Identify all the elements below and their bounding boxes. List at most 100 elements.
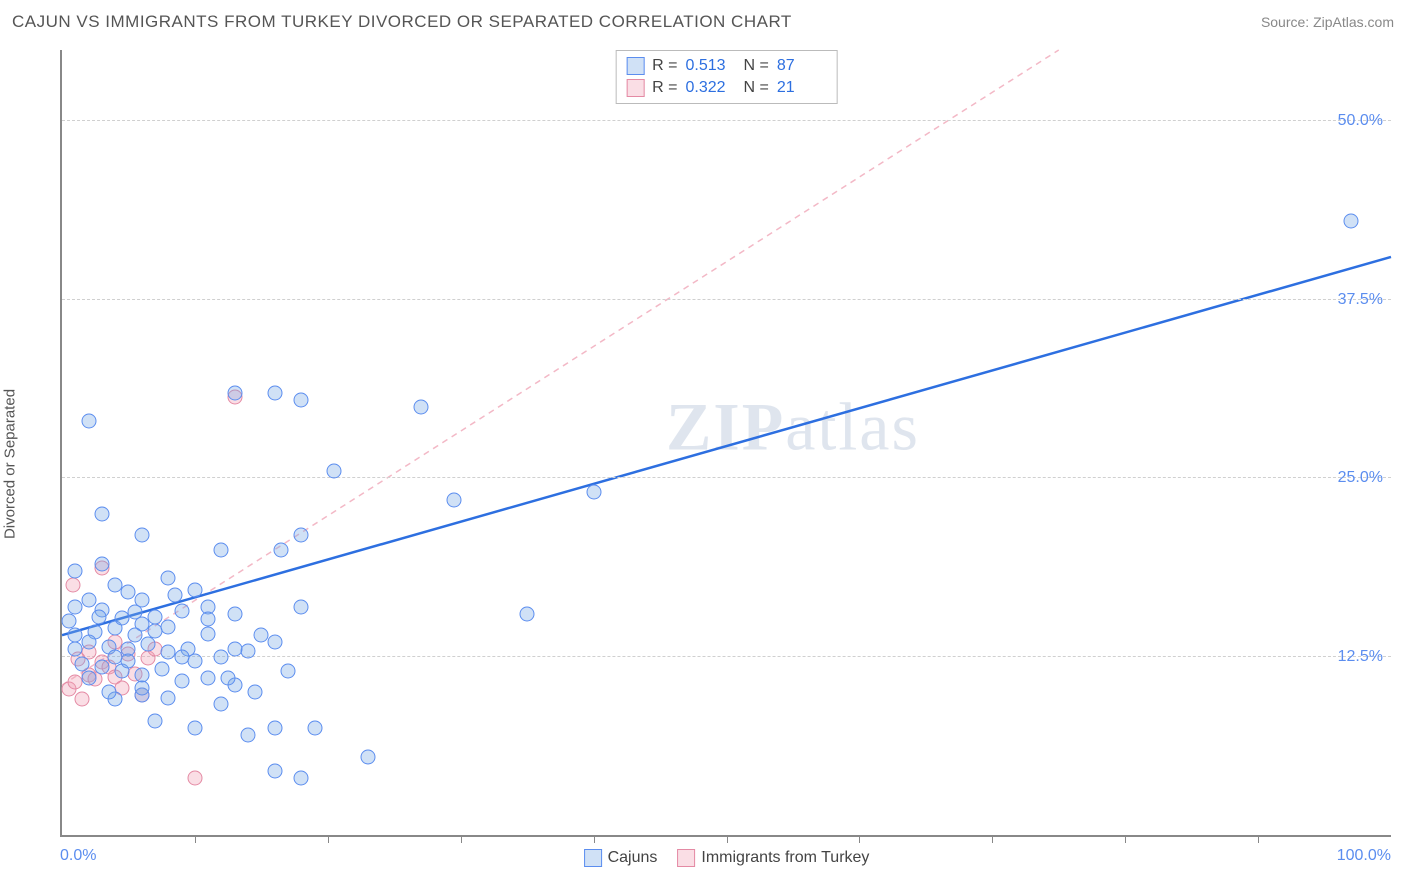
data-point-cajun	[247, 685, 262, 700]
source-link[interactable]: ZipAtlas.com	[1313, 14, 1394, 30]
data-point-cajun	[167, 588, 182, 603]
x-tick	[461, 835, 462, 843]
data-point-cajun	[134, 528, 149, 543]
x-tick	[992, 835, 993, 843]
data-point-cajun	[267, 635, 282, 650]
data-point-cajun	[121, 653, 136, 668]
data-point-cajun	[307, 720, 322, 735]
n-value: 21	[777, 79, 827, 97]
x-max-label: 100.0%	[1337, 847, 1391, 865]
gridline-h	[62, 477, 1391, 478]
gridline-h	[62, 299, 1391, 300]
legend-label: Immigrants from Turkey	[701, 849, 869, 867]
x-tick	[727, 835, 728, 843]
plot-region: R = 0.513 N = 87 R = 0.322 N = 21 ZIPatl…	[60, 50, 1391, 837]
source-prefix: Source:	[1261, 14, 1313, 30]
data-point-cajun	[154, 662, 169, 677]
data-point-cajun	[227, 606, 242, 621]
swatch-pink-icon	[677, 849, 695, 867]
data-point-cajun	[81, 671, 96, 686]
data-point-cajun	[254, 628, 269, 643]
data-point-cajun	[214, 542, 229, 557]
legend-item-turkey: Immigrants from Turkey	[677, 849, 869, 867]
legend-row-turkey: R = 0.322 N = 21	[626, 77, 827, 99]
legend-label: Cajuns	[608, 849, 658, 867]
chart-title: CAJUN VS IMMIGRANTS FROM TURKEY DIVORCED…	[12, 12, 792, 32]
data-point-cajun	[92, 609, 107, 624]
data-point-cajun	[61, 613, 76, 628]
r-value: 0.322	[686, 79, 736, 97]
y-tick-label: 12.5%	[1338, 648, 1383, 666]
y-axis-label: Divorced or Separated	[2, 388, 19, 538]
r-label: R =	[652, 57, 677, 75]
data-point-cajun	[280, 663, 295, 678]
data-point-cajun	[413, 399, 428, 414]
x-tick	[195, 835, 196, 843]
data-point-cajun	[81, 592, 96, 607]
data-point-cajun	[187, 582, 202, 597]
legend-row-cajuns: R = 0.513 N = 87	[626, 55, 827, 77]
data-point-cajun	[586, 485, 601, 500]
data-point-cajun	[94, 506, 109, 521]
trend-lines-svg	[62, 50, 1391, 835]
data-point-cajun	[267, 763, 282, 778]
x-tick	[1258, 835, 1259, 843]
data-point-cajun	[174, 673, 189, 688]
data-point-cajun	[447, 492, 462, 507]
data-point-cajun	[241, 643, 256, 658]
x-tick	[859, 835, 860, 843]
n-label: N =	[744, 79, 769, 97]
data-point-cajun	[227, 642, 242, 657]
y-tick-label: 25.0%	[1338, 469, 1383, 487]
data-point-cajun	[201, 612, 216, 627]
data-point-cajun	[294, 528, 309, 543]
chart-area: Divorced or Separated R = 0.513 N = 87 R…	[15, 50, 1391, 877]
correlation-legend: R = 0.513 N = 87 R = 0.322 N = 21	[615, 50, 838, 104]
data-point-cajun	[94, 556, 109, 571]
data-point-turkey	[187, 770, 202, 785]
data-point-cajun	[187, 653, 202, 668]
y-tick-label: 37.5%	[1338, 291, 1383, 309]
data-point-cajun	[81, 414, 96, 429]
data-point-cajun	[94, 659, 109, 674]
data-point-cajun	[221, 671, 236, 686]
data-point-cajun	[161, 619, 176, 634]
x-min-label: 0.0%	[60, 847, 96, 865]
gridline-h	[62, 120, 1391, 121]
data-point-cajun	[68, 563, 83, 578]
chart-source: Source: ZipAtlas.com	[1261, 14, 1394, 30]
data-point-cajun	[267, 385, 282, 400]
data-point-cajun	[148, 713, 163, 728]
data-point-cajun	[294, 392, 309, 407]
data-point-cajun	[74, 656, 89, 671]
n-label: N =	[744, 57, 769, 75]
data-point-cajun	[214, 696, 229, 711]
n-value: 87	[777, 57, 827, 75]
data-point-cajun	[128, 605, 143, 620]
gridline-h	[62, 656, 1391, 657]
data-point-cajun	[101, 685, 116, 700]
data-point-cajun	[161, 571, 176, 586]
chart-header: CAJUN VS IMMIGRANTS FROM TURKEY DIVORCED…	[12, 12, 1394, 32]
data-point-cajun	[241, 728, 256, 743]
data-point-turkey	[74, 692, 89, 707]
data-point-cajun	[201, 671, 216, 686]
data-point-cajun	[187, 720, 202, 735]
data-point-turkey	[65, 578, 80, 593]
swatch-blue-icon	[584, 849, 602, 867]
r-label: R =	[652, 79, 677, 97]
swatch-pink-icon	[626, 79, 644, 97]
data-point-cajun	[81, 635, 96, 650]
r-value: 0.513	[686, 57, 736, 75]
data-point-cajun	[294, 599, 309, 614]
data-point-cajun	[520, 606, 535, 621]
data-point-cajun	[1344, 214, 1359, 229]
data-point-cajun	[108, 578, 123, 593]
data-point-cajun	[327, 464, 342, 479]
data-point-cajun	[274, 542, 289, 557]
series-legend: Cajuns Immigrants from Turkey	[584, 849, 870, 867]
data-point-cajun	[148, 609, 163, 624]
x-tick	[328, 835, 329, 843]
data-point-cajun	[294, 770, 309, 785]
swatch-blue-icon	[626, 57, 644, 75]
